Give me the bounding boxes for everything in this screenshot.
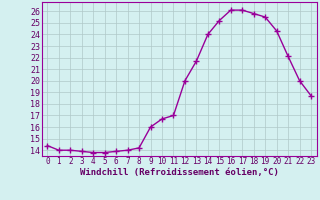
X-axis label: Windchill (Refroidissement éolien,°C): Windchill (Refroidissement éolien,°C) (80, 168, 279, 177)
